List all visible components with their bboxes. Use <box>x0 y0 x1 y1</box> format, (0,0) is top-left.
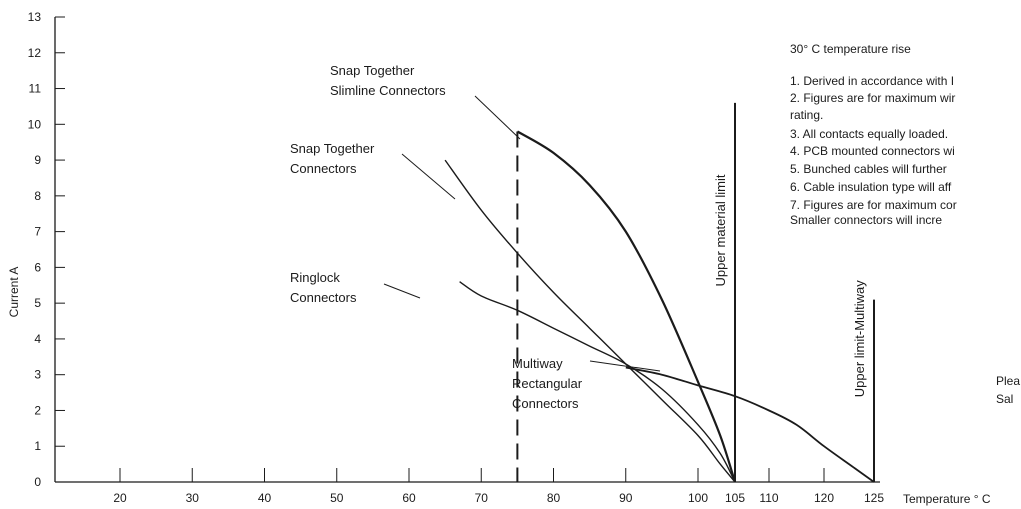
x-tick-label: 80 <box>547 491 561 505</box>
reference-lines: Upper material limit Upper limit-Multiway <box>516 102 875 482</box>
y-tick-label: 3 <box>34 368 41 382</box>
annotation-text: Rectangular <box>512 376 583 391</box>
x-axis-title: Temperature ° C <box>903 492 991 506</box>
note-item: 5. Bunched cables will further <box>790 162 947 176</box>
axes <box>54 17 880 483</box>
curve-annotation: Ringlock Connectors <box>290 270 421 305</box>
cropped-text-fragment: Plea <box>996 374 1020 388</box>
annotation-leader-line <box>383 283 421 299</box>
x-tick-label: 60 <box>402 491 416 505</box>
y-tick-label: 11 <box>29 82 42 96</box>
y-tick-label: 4 <box>34 332 41 346</box>
y-tick-label: 5 <box>34 296 41 310</box>
y-tick-label: 13 <box>28 10 42 24</box>
curve-annotation: Multiway Rectangular Connectors <box>512 356 661 411</box>
notes-block: 30° C temperature rise 1. Derived in acc… <box>790 42 1020 406</box>
annotation-text: Connectors <box>290 290 357 305</box>
series-line-snap-together-connectors <box>444 159 736 483</box>
note-item: 3. All contacts equally loaded. <box>790 127 948 141</box>
annotation-text: Multiway <box>512 356 563 371</box>
notes-heading: 30° C temperature rise <box>790 42 911 56</box>
x-tick-label: 125 <box>864 491 884 505</box>
annotation-leader-line <box>474 95 521 140</box>
series-line-multiway-rectangular-connectors <box>625 366 875 483</box>
annotation-text: Ringlock <box>290 270 340 285</box>
x-tick-label: 90 <box>619 491 633 505</box>
annotation-text: Snap Together <box>330 63 415 78</box>
x-tick-label: 30 <box>186 491 200 505</box>
y-tick-label: 0 <box>34 475 41 489</box>
curve-annotation: Snap Together Connectors <box>290 141 456 200</box>
x-tick-label: 70 <box>475 491 489 505</box>
series-line-ringlock-connectors <box>459 281 736 483</box>
y-tick-label: 1 <box>34 439 41 453</box>
curve-annotation: Snap Together Slimline Connectors <box>330 63 521 140</box>
x-tick-label: 50 <box>330 491 344 505</box>
cropped-text-fragment: Sal <box>996 392 1013 406</box>
x-tick-label: 105 <box>725 491 745 505</box>
annotation-leader-line <box>401 153 456 200</box>
x-tick-label: 100 <box>688 491 708 505</box>
y-tick-label: 6 <box>34 260 41 274</box>
series-curves <box>444 130 875 483</box>
annotation-text: Connectors <box>290 161 357 176</box>
series-line-snap-together-slimline-connectors <box>516 130 737 483</box>
note-item: Smaller connectors will incre <box>790 213 942 227</box>
annotation-text: Slimline Connectors <box>330 83 446 98</box>
y-tick-label: 8 <box>34 189 41 203</box>
y-tick-label: 12 <box>28 46 42 60</box>
note-item: 2. Figures are for maximum wir <box>790 91 955 105</box>
y-axis-title: Current A <box>7 267 21 318</box>
note-item: 7. Figures are for maximum cor <box>790 198 957 212</box>
y-tick-label: 2 <box>34 403 41 417</box>
annotation-leader-line <box>589 360 661 372</box>
note-item: 6. Cable insulation type will aff <box>790 180 952 194</box>
x-tick-label: 120 <box>814 491 834 505</box>
y-tick-label: 7 <box>34 225 41 239</box>
x-tick-label: 110 <box>759 491 778 505</box>
note-item: 4. PCB mounted connectors wi <box>790 144 955 158</box>
note-item: 1. Derived in accordance with I <box>790 74 954 88</box>
x-tick-label: 40 <box>258 491 272 505</box>
y-tick-label: 10 <box>28 117 42 131</box>
annotation-text: Connectors <box>512 396 579 411</box>
reference-line-label: Upper limit-Multiway <box>852 280 867 398</box>
note-item: rating. <box>790 108 823 122</box>
x-tick-label: 20 <box>113 491 127 505</box>
reference-line-label: Upper material limit <box>713 174 728 286</box>
y-tick-label: 9 <box>34 153 41 167</box>
annotation-text: Snap Together <box>290 141 375 156</box>
